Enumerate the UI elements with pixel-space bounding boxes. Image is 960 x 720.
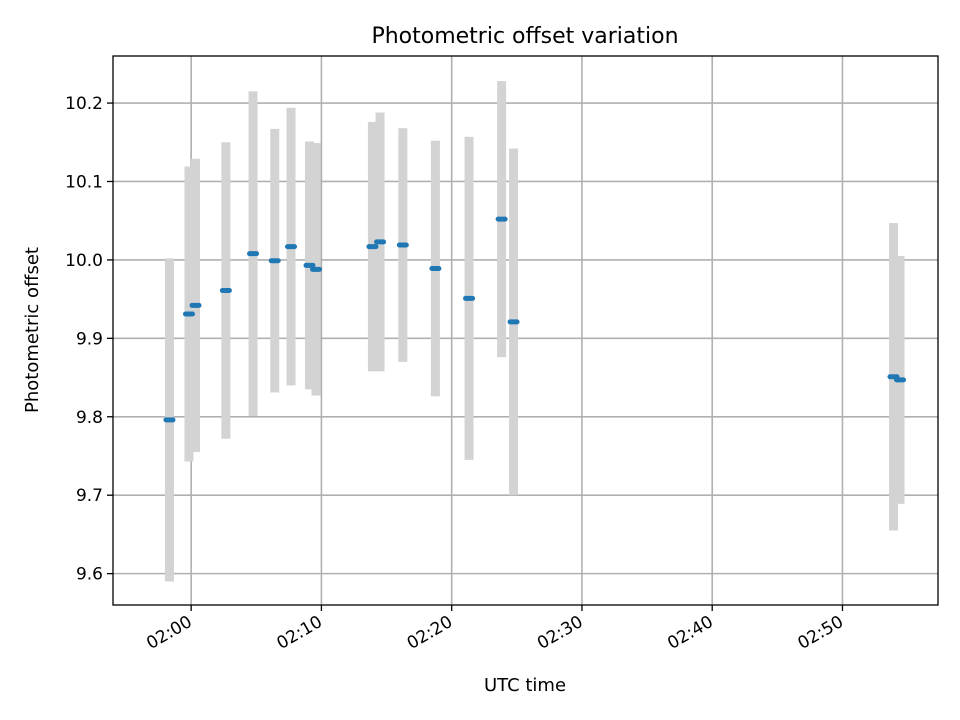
y-axis-label: Photometric offset	[22, 247, 43, 413]
y-tick-label: 9.8	[76, 408, 103, 428]
data-points	[163, 216, 907, 423]
x-axis-label: UTC time	[484, 675, 566, 696]
y-axis: 9.6 9.7 9.8 9.9 10.0 10.1 10.2	[65, 94, 113, 585]
y-tick-label: 10.1	[65, 172, 103, 192]
y-tick-label: 10.0	[65, 251, 103, 271]
chart-title: Photometric offset variation	[371, 24, 678, 49]
y-tick-label: 9.6	[76, 565, 103, 585]
plot-frame	[112, 55, 939, 606]
y-tick-label: 9.7	[76, 486, 103, 506]
y-tick-label: 9.9	[76, 329, 103, 349]
y-tick-label: 10.2	[65, 94, 103, 114]
